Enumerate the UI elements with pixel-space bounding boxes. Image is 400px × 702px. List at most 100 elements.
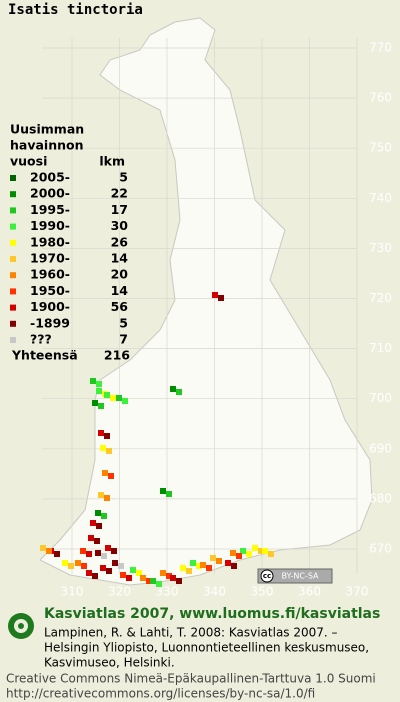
- occurrence-cell: [81, 563, 87, 569]
- legend-count: 30: [111, 218, 129, 233]
- legend-total-label: Yhteensä: [11, 348, 78, 363]
- occurrence-cell: [186, 568, 192, 574]
- occurrence-cell: [111, 548, 117, 554]
- legend-swatch: [10, 320, 16, 327]
- occurrence-cell: [212, 292, 218, 298]
- occurrence-cell: [150, 578, 156, 584]
- y-tick-label: 680: [369, 491, 392, 505]
- x-tick-label: 340: [203, 585, 226, 599]
- legend-count: 14: [111, 251, 129, 266]
- occurrence-cell: [122, 398, 128, 404]
- occurrence-cell: [268, 551, 274, 557]
- occurrence-cell: [118, 563, 124, 569]
- x-tick-label: 320: [108, 585, 131, 599]
- legend-col: vuosi: [10, 154, 47, 169]
- occurrence-cell: [92, 400, 98, 406]
- occurrence-cell: [206, 565, 212, 571]
- legend-count: 56: [111, 299, 129, 314]
- legend-label: 2005-: [30, 170, 70, 185]
- occurrence-cell: [236, 553, 242, 559]
- occurrence-cell: [40, 545, 46, 551]
- occurrence-cell: [95, 510, 101, 516]
- legend-label: 1900-: [30, 299, 70, 314]
- legend-label: 1995-: [30, 202, 70, 217]
- occurrence-cell: [106, 568, 112, 574]
- occurrence-cell: [101, 513, 107, 519]
- occurrence-cell: [176, 578, 182, 584]
- occurrence-cell: [196, 563, 202, 569]
- legend-count: 17: [111, 202, 128, 217]
- occurrence-cell: [136, 570, 142, 576]
- legend-label: 2000-: [30, 186, 70, 201]
- occurrence-cell: [112, 560, 118, 566]
- occurrence-cell: [262, 548, 268, 554]
- occurrence-cell: [46, 548, 52, 554]
- legend-swatch: [10, 175, 16, 181]
- title: Isatis tinctoria: [8, 2, 143, 18]
- occurrence-cell: [108, 473, 114, 479]
- license-badge: cc BY-NC-SA: [257, 568, 333, 584]
- legend-heading: Uusimman: [10, 122, 84, 137]
- legend-count: 14: [111, 283, 129, 298]
- y-tick-label: 750: [369, 141, 392, 155]
- y-tick-label: 740: [369, 191, 392, 205]
- legend-swatch: [10, 288, 16, 295]
- occurrence-cell: [140, 575, 146, 581]
- legend-total: 216: [104, 348, 130, 363]
- x-tick-label: 310: [61, 585, 84, 599]
- legend-label: -1899: [30, 315, 70, 330]
- y-tick-label: 730: [369, 241, 392, 255]
- citation: Helsingin Yliopisto, Luonnontieteellinen…: [44, 641, 369, 655]
- occurrence-cell: [90, 378, 96, 384]
- occurrence-cell: [62, 560, 68, 566]
- occurrence-cell: [68, 563, 74, 569]
- occurrence-cell: [104, 392, 110, 398]
- legend-swatch: [10, 272, 16, 279]
- y-tick-label: 690: [369, 441, 392, 455]
- occurrence-cell: [104, 495, 110, 501]
- legend-count: 5: [119, 315, 128, 330]
- legend-label: 1970-: [30, 251, 70, 266]
- occurrence-cell: [80, 548, 86, 554]
- occurrence-cell: [102, 470, 108, 476]
- legend-swatch: [10, 256, 16, 262]
- badge-cc: cc: [263, 572, 271, 580]
- occurrence-cell: [104, 433, 110, 439]
- license: http://creativecommons.org/licenses/by-n…: [6, 687, 315, 701]
- legend-label: ???: [30, 332, 52, 347]
- occurrence-cell: [160, 488, 166, 494]
- occurrence-cell: [216, 558, 222, 564]
- badge-text: BY-NC-SA: [281, 572, 319, 581]
- occurrence-cell: [90, 520, 96, 526]
- occurrence-cell: [54, 551, 60, 557]
- occurrence-cell: [258, 548, 264, 554]
- occurrence-cell: [98, 403, 104, 409]
- legend-col: lkm: [99, 154, 125, 169]
- occurrence-cell: [146, 578, 152, 584]
- license: Creative Commons Nimeä-Epäkaupallinen-Ta…: [6, 672, 376, 686]
- legend-swatch: [10, 223, 16, 230]
- citation: Kasvimuseo, Helsinki.: [44, 656, 175, 670]
- occurrence-cell: [170, 386, 176, 392]
- occurrence-cell: [190, 560, 196, 566]
- occurrence-cell: [101, 553, 107, 559]
- occurrence-cell: [95, 550, 101, 556]
- occurrence-cells: [40, 292, 274, 587]
- legend-heading: havainnon: [10, 138, 84, 153]
- occurrence-cell: [92, 573, 98, 579]
- legend-count: 5: [119, 170, 128, 185]
- occurrence-cell: [100, 565, 106, 571]
- occurrence-cell: [170, 575, 176, 581]
- occurrence-cell: [126, 575, 132, 581]
- legend-count: 20: [111, 267, 129, 282]
- legend-count: 22: [111, 186, 128, 201]
- x-tick-label: 350: [251, 585, 274, 599]
- occurrence-cell: [166, 491, 172, 497]
- y-tick-label: 670: [369, 542, 392, 556]
- occurrence-cell: [100, 445, 106, 451]
- occurrence-cell: [156, 581, 162, 587]
- occurrence-cell: [96, 381, 102, 387]
- occurrence-cell: [160, 570, 166, 576]
